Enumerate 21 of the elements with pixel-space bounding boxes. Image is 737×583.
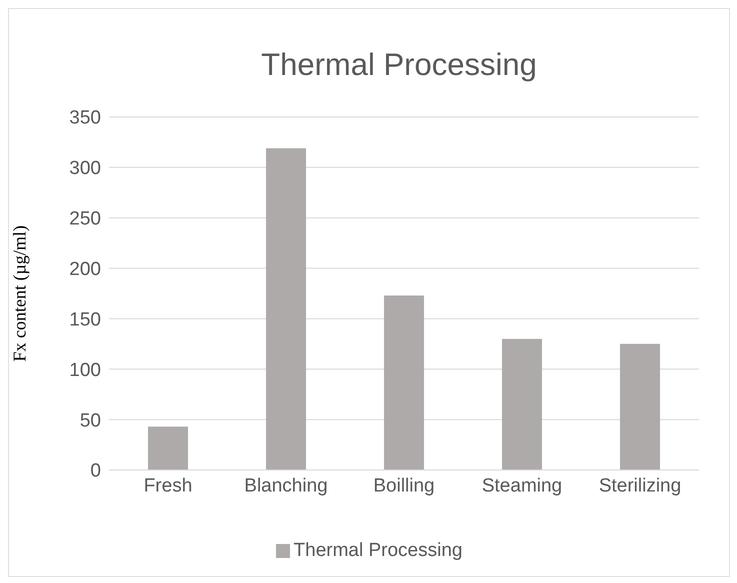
bar bbox=[266, 148, 306, 470]
y-axis-title: Fx content (µg/ml) bbox=[9, 225, 30, 362]
x-tick-label: Sterilizing bbox=[598, 475, 682, 496]
legend-label: Thermal Processing bbox=[294, 540, 462, 561]
x-tick-label: Steaming bbox=[482, 475, 562, 496]
y-tick-label: 150 bbox=[69, 309, 101, 330]
x-tick-label: Fresh bbox=[144, 475, 192, 496]
y-tick-label: 0 bbox=[90, 460, 101, 482]
x-tick-label: Blanching bbox=[244, 475, 328, 496]
y-tick-label: 250 bbox=[69, 208, 101, 230]
y-tick-label: 300 bbox=[69, 158, 101, 180]
y-tick-label: 200 bbox=[69, 259, 101, 280]
y-tick-label: 100 bbox=[69, 360, 101, 381]
x-tick-label: Boilling bbox=[373, 475, 435, 496]
bar bbox=[148, 426, 188, 470]
bar bbox=[620, 344, 660, 470]
bar bbox=[502, 338, 542, 470]
chart-title: Thermal Processing bbox=[260, 46, 538, 84]
y-tick-label: 50 bbox=[80, 410, 101, 432]
bar bbox=[384, 296, 424, 470]
y-tick-label: 350 bbox=[69, 108, 101, 129]
